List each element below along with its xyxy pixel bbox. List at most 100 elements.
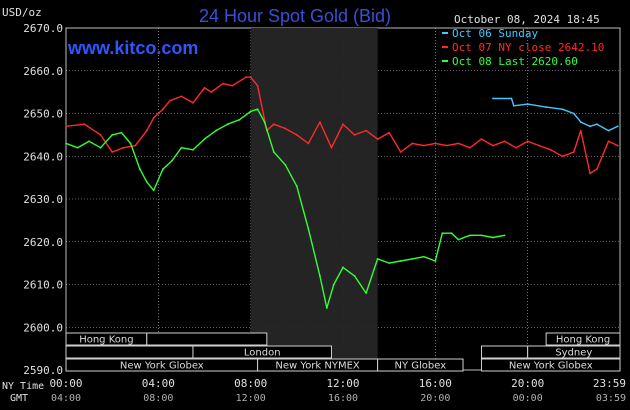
data-point [365,129,367,132]
data-point [538,144,541,147]
data-point [152,116,155,119]
data-point [99,133,102,136]
session-label: Sydney [555,348,592,359]
data-point [399,151,402,153]
data-point [99,146,102,149]
data-point [579,129,582,132]
legend-entry: Oct 07 NY close 2642.10 [452,41,604,54]
data-point [231,84,234,87]
data-point [134,144,137,147]
data-point [152,189,155,192]
y-tick-label: 2670.0 [23,22,63,35]
session-box [146,332,268,346]
y-tick-label: 2620.0 [23,236,63,249]
y-tick-label: 2610.0 [23,279,63,292]
y-tick-label: 2630.0 [23,193,63,206]
trading-sessions: Hong Kong London New York Globex New York N… [65,332,621,372]
data-point [272,123,275,126]
data-point [180,95,183,98]
data-point [457,238,460,241]
data-point [249,110,252,113]
series-line-1 [65,76,618,175]
data-point [376,257,379,260]
data-point [480,234,483,237]
data-point [111,133,114,136]
x-row-label-ny: NY Time [2,381,44,392]
data-point [589,172,591,175]
data-point [492,144,494,147]
x-tick-label-gmt: 03:59 [596,393,626,404]
data-point [203,86,206,89]
x-tick-label-ny: 08:00 [234,377,267,390]
data-point [319,275,321,277]
data-point [245,76,247,79]
data-point [469,234,471,237]
data-point [457,142,460,145]
data-point [129,142,132,145]
data-point [579,121,582,123]
data-point [422,255,425,258]
data-point [88,140,90,143]
data-point [353,275,356,277]
data-point [353,133,356,136]
y-tick-label: 2660.0 [23,65,63,78]
data-point [330,146,333,149]
timestamp: October 08, 2024 18:45 [454,13,600,26]
x-tick-label-gmt: 12:00 [236,393,266,404]
data-point [503,234,506,237]
data-point [122,146,125,149]
data-point [526,103,529,105]
data-point [238,119,241,121]
x-tick-label-gmt: 00:00 [513,393,543,404]
x-tick-label-ny: 04:00 [142,377,175,390]
data-point [203,138,206,141]
data-point [111,151,114,153]
data-point [295,185,298,188]
x-tick-label-ny: 20:00 [511,377,544,390]
data-point [526,140,529,143]
brand-link[interactable]: www.kitco.com [67,38,198,58]
x-tick-label-ny: 00:00 [49,377,82,390]
data-point [422,144,425,147]
session-label: New York NYMEX [275,361,360,372]
data-point [365,292,367,294]
data-point [450,232,453,235]
data-point [441,232,444,235]
data-point [307,142,310,145]
data-point [434,142,437,145]
data-point [342,123,344,126]
data-point [411,257,414,260]
data-point [319,121,321,123]
data-point [515,146,518,149]
series-line-2 [65,108,505,309]
session-box [65,345,194,359]
data-point [492,236,494,239]
data-point [65,125,67,128]
data-point [388,262,391,265]
x-tick-label-gmt: 16:00 [328,393,358,404]
data-point [145,129,148,132]
data-point [549,148,552,151]
data-point [168,99,171,102]
data-point [616,144,619,147]
data-point [596,168,598,170]
x-row-label-gmt: GMT [10,393,28,404]
data-point [162,108,164,111]
data-point [249,76,252,79]
x-tick-label-gmt: 04:00 [51,393,81,404]
data-point [376,138,379,141]
session-box [192,345,332,359]
data-point [434,260,437,262]
data-point [222,82,224,85]
data-point [332,283,335,286]
data-point [399,260,402,262]
y-tick-label: 2640.0 [23,150,63,163]
data-point [76,146,79,149]
data-point [503,140,506,143]
data-point [180,146,183,149]
data-point [492,97,494,100]
data-point [545,106,548,108]
data-point [510,97,513,100]
data-point [342,266,344,269]
